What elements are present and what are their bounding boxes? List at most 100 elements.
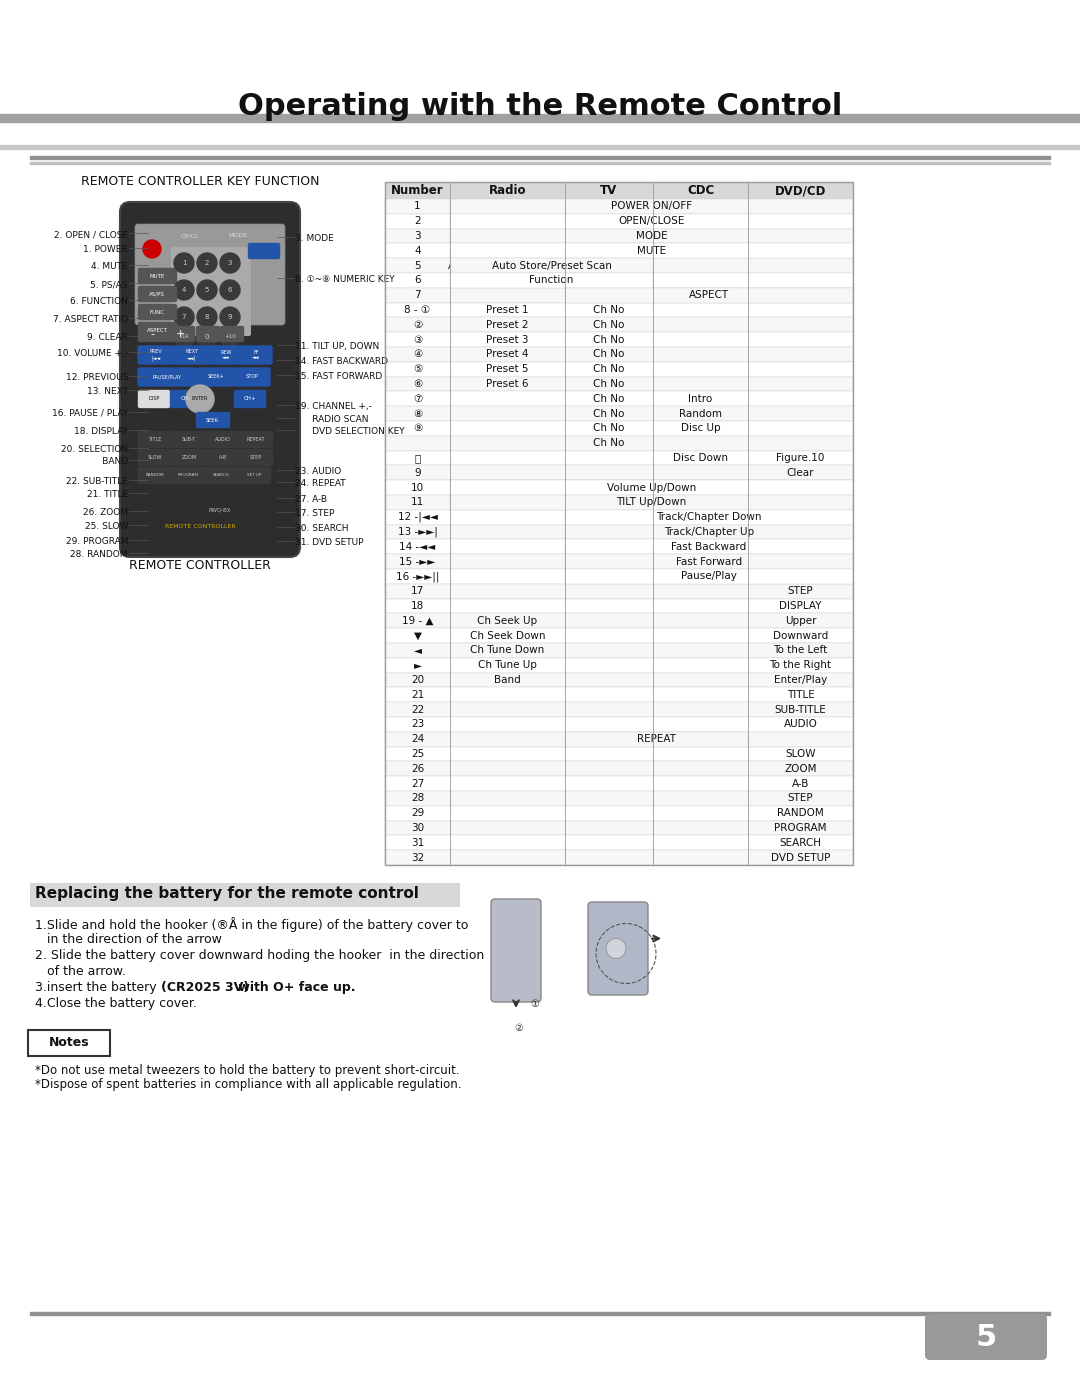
Bar xyxy=(384,288,853,303)
Bar xyxy=(565,539,853,555)
Bar xyxy=(565,510,853,525)
Circle shape xyxy=(220,327,240,346)
Text: 27. A-B: 27. A-B xyxy=(295,495,327,504)
Text: ◄: ◄ xyxy=(414,645,421,655)
Text: 4.Close the battery cover.: 4.Close the battery cover. xyxy=(35,997,197,1010)
Text: 1: 1 xyxy=(181,260,186,265)
Text: 5: 5 xyxy=(205,286,210,293)
Text: SUB-T: SUB-T xyxy=(181,437,197,441)
Text: A-B: A-B xyxy=(792,778,809,788)
Text: 3: 3 xyxy=(415,231,421,242)
Text: REPEAT: REPEAT xyxy=(246,437,266,441)
Bar xyxy=(384,229,853,243)
Circle shape xyxy=(197,307,217,327)
Text: 2. OPEN / CLOSE: 2. OPEN / CLOSE xyxy=(54,231,129,239)
Text: 29: 29 xyxy=(410,809,424,819)
Text: Notes: Notes xyxy=(49,1035,90,1049)
Text: MODE: MODE xyxy=(636,231,667,242)
Bar xyxy=(384,362,853,377)
Text: Clear: Clear xyxy=(786,468,814,478)
Circle shape xyxy=(174,327,194,346)
Text: Track/Chapter Up: Track/Chapter Up xyxy=(664,527,754,536)
Text: 6: 6 xyxy=(228,286,232,293)
Text: Ch No: Ch No xyxy=(593,439,624,448)
Text: DVD/CD: DVD/CD xyxy=(774,184,826,197)
Text: SEARCH: SEARCH xyxy=(213,474,229,478)
Text: Preset 5: Preset 5 xyxy=(486,365,529,374)
Text: PROGRAM: PROGRAM xyxy=(774,823,827,833)
Text: 13 -►►|: 13 -►►| xyxy=(397,527,437,538)
Text: Ch No: Ch No xyxy=(593,379,624,388)
Bar xyxy=(384,569,853,584)
Bar xyxy=(450,198,853,214)
Bar xyxy=(384,613,853,629)
Text: Ch No: Ch No xyxy=(593,408,624,419)
Text: STOP: STOP xyxy=(245,374,258,380)
Bar xyxy=(384,451,853,465)
Bar xyxy=(384,629,853,643)
Circle shape xyxy=(197,253,217,272)
Text: DISPLAY: DISPLAY xyxy=(780,601,822,610)
Text: REW
◄◄: REW ◄◄ xyxy=(220,349,232,360)
Text: MUTE: MUTE xyxy=(149,274,164,278)
Text: +: + xyxy=(175,330,185,339)
Text: REMOTE CONTROLLER: REMOTE CONTROLLER xyxy=(164,524,235,529)
Text: SET UP: SET UP xyxy=(246,474,261,478)
Text: PREV
|◄◄: PREV |◄◄ xyxy=(150,349,162,360)
Circle shape xyxy=(174,307,194,327)
Bar xyxy=(565,732,748,746)
Text: 3. MODE: 3. MODE xyxy=(295,235,334,243)
Text: To the Right: To the Right xyxy=(769,661,832,671)
FancyBboxPatch shape xyxy=(206,450,240,465)
Text: Pause/Play: Pause/Play xyxy=(681,571,737,581)
Text: Volume Up/Down: Volume Up/Down xyxy=(607,482,697,493)
Text: 4: 4 xyxy=(181,286,186,293)
Text: Ch No: Ch No xyxy=(593,365,624,374)
Text: 15 -►►: 15 -►► xyxy=(400,556,435,567)
Text: 18: 18 xyxy=(410,601,424,610)
Text: 25: 25 xyxy=(410,749,424,759)
Bar xyxy=(30,1312,1050,1315)
Text: NEXT
◄◄|: NEXT ◄◄| xyxy=(186,349,199,360)
Bar xyxy=(384,332,853,346)
Text: CH+: CH+ xyxy=(244,397,256,401)
FancyBboxPatch shape xyxy=(138,450,172,465)
Text: 2: 2 xyxy=(205,260,210,265)
Text: 24: 24 xyxy=(410,735,424,745)
Text: Intro: Intro xyxy=(688,394,713,404)
Text: DISP: DISP xyxy=(148,397,160,401)
Text: POWER ON/OFF: POWER ON/OFF xyxy=(611,201,692,211)
Text: STEP: STEP xyxy=(787,793,813,803)
Text: Ch Tune Up: Ch Tune Up xyxy=(478,661,537,671)
Text: 19. CHANNEL +,-: 19. CHANNEL +,- xyxy=(295,402,372,411)
Text: 30: 30 xyxy=(410,823,424,833)
Circle shape xyxy=(220,279,240,300)
Text: 9: 9 xyxy=(228,314,232,320)
Bar xyxy=(384,214,853,229)
Text: 20: 20 xyxy=(410,675,424,685)
FancyBboxPatch shape xyxy=(171,247,251,337)
Circle shape xyxy=(174,253,194,272)
Text: 4: 4 xyxy=(415,246,421,256)
Text: 6: 6 xyxy=(415,275,421,285)
FancyBboxPatch shape xyxy=(138,346,174,365)
Text: 6. FUNCTION: 6. FUNCTION xyxy=(70,298,129,306)
FancyBboxPatch shape xyxy=(138,305,176,320)
Bar xyxy=(450,495,853,510)
Text: ⑤: ⑤ xyxy=(413,365,422,374)
Text: Operating with the Remote Control: Operating with the Remote Control xyxy=(238,92,842,122)
Text: ASPECT: ASPECT xyxy=(147,327,167,332)
Text: 10. VOLUME +,-: 10. VOLUME +,- xyxy=(57,349,129,358)
Text: ASPECT: ASPECT xyxy=(589,291,629,300)
Text: 1. POWER: 1. POWER xyxy=(83,244,129,254)
Text: ZOOM: ZOOM xyxy=(784,764,816,774)
Text: Pause/Play: Pause/Play xyxy=(673,571,728,581)
Text: 21: 21 xyxy=(410,690,424,700)
Text: Radio: Radio xyxy=(489,184,526,197)
Bar xyxy=(384,525,853,539)
Text: 23: 23 xyxy=(410,719,424,729)
Bar xyxy=(384,407,853,420)
Text: 19 - ▲: 19 - ▲ xyxy=(402,616,433,626)
Text: SUB-TITLE: SUB-TITLE xyxy=(774,704,826,715)
Text: *Do not use metal tweezers to hold the battery to prevent short-circuit.: *Do not use metal tweezers to hold the b… xyxy=(35,1065,460,1077)
